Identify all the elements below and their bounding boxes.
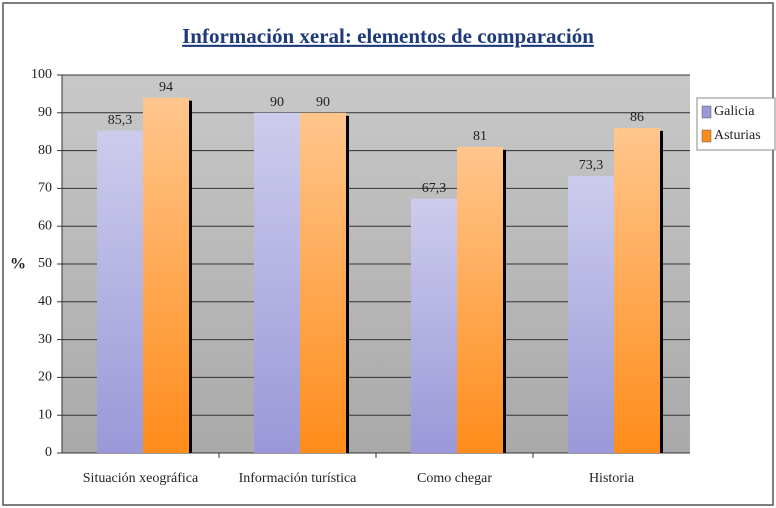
data-label: 94 [159,80,173,95]
y-tick-label: 30 [38,332,52,347]
bar [143,97,189,454]
bar [254,112,300,454]
y-tick-label: 50 [38,256,52,271]
legend-label: Galicia [714,104,755,119]
bar [457,146,503,453]
data-label: 67,3 [422,181,447,196]
bar [614,127,660,454]
bar-shadow [189,100,192,454]
bar [411,198,457,453]
y-axis-label: % [10,256,26,273]
x-tick-label: Información turística [239,471,358,486]
legend-swatch [701,129,712,143]
y-tick-label: 80 [38,143,52,158]
y-tick-label: 40 [38,294,52,309]
legend-swatch [701,105,712,119]
data-label: 81 [473,129,487,144]
y-tick-label: 0 [45,445,52,460]
y-tick-label: 20 [38,370,52,385]
data-label: 90 [270,95,284,110]
bar [568,175,614,453]
legend-label: Asturias [714,128,761,143]
bar-shadow [503,149,506,453]
bar-shadow [660,130,663,454]
data-label: 86 [630,110,644,125]
y-tick-label: 60 [38,218,52,233]
y-tick-label: 10 [38,407,52,422]
x-tick-label: Situación xeográfica [83,471,199,486]
y-tick-label: 90 [38,105,52,120]
data-label: 73,3 [579,158,604,173]
x-tick-label: Como chegar [417,471,492,486]
x-tick-label: Historia [589,471,635,486]
y-tick-label: 70 [38,181,52,196]
y-tick-label: 100 [31,67,52,82]
chart-title: Información xeral: elementos de comparac… [182,24,594,48]
bar [300,112,346,454]
data-label: 85,3 [108,113,133,128]
data-label: 90 [316,95,330,110]
bar-shadow [346,115,349,454]
bar [97,130,143,454]
